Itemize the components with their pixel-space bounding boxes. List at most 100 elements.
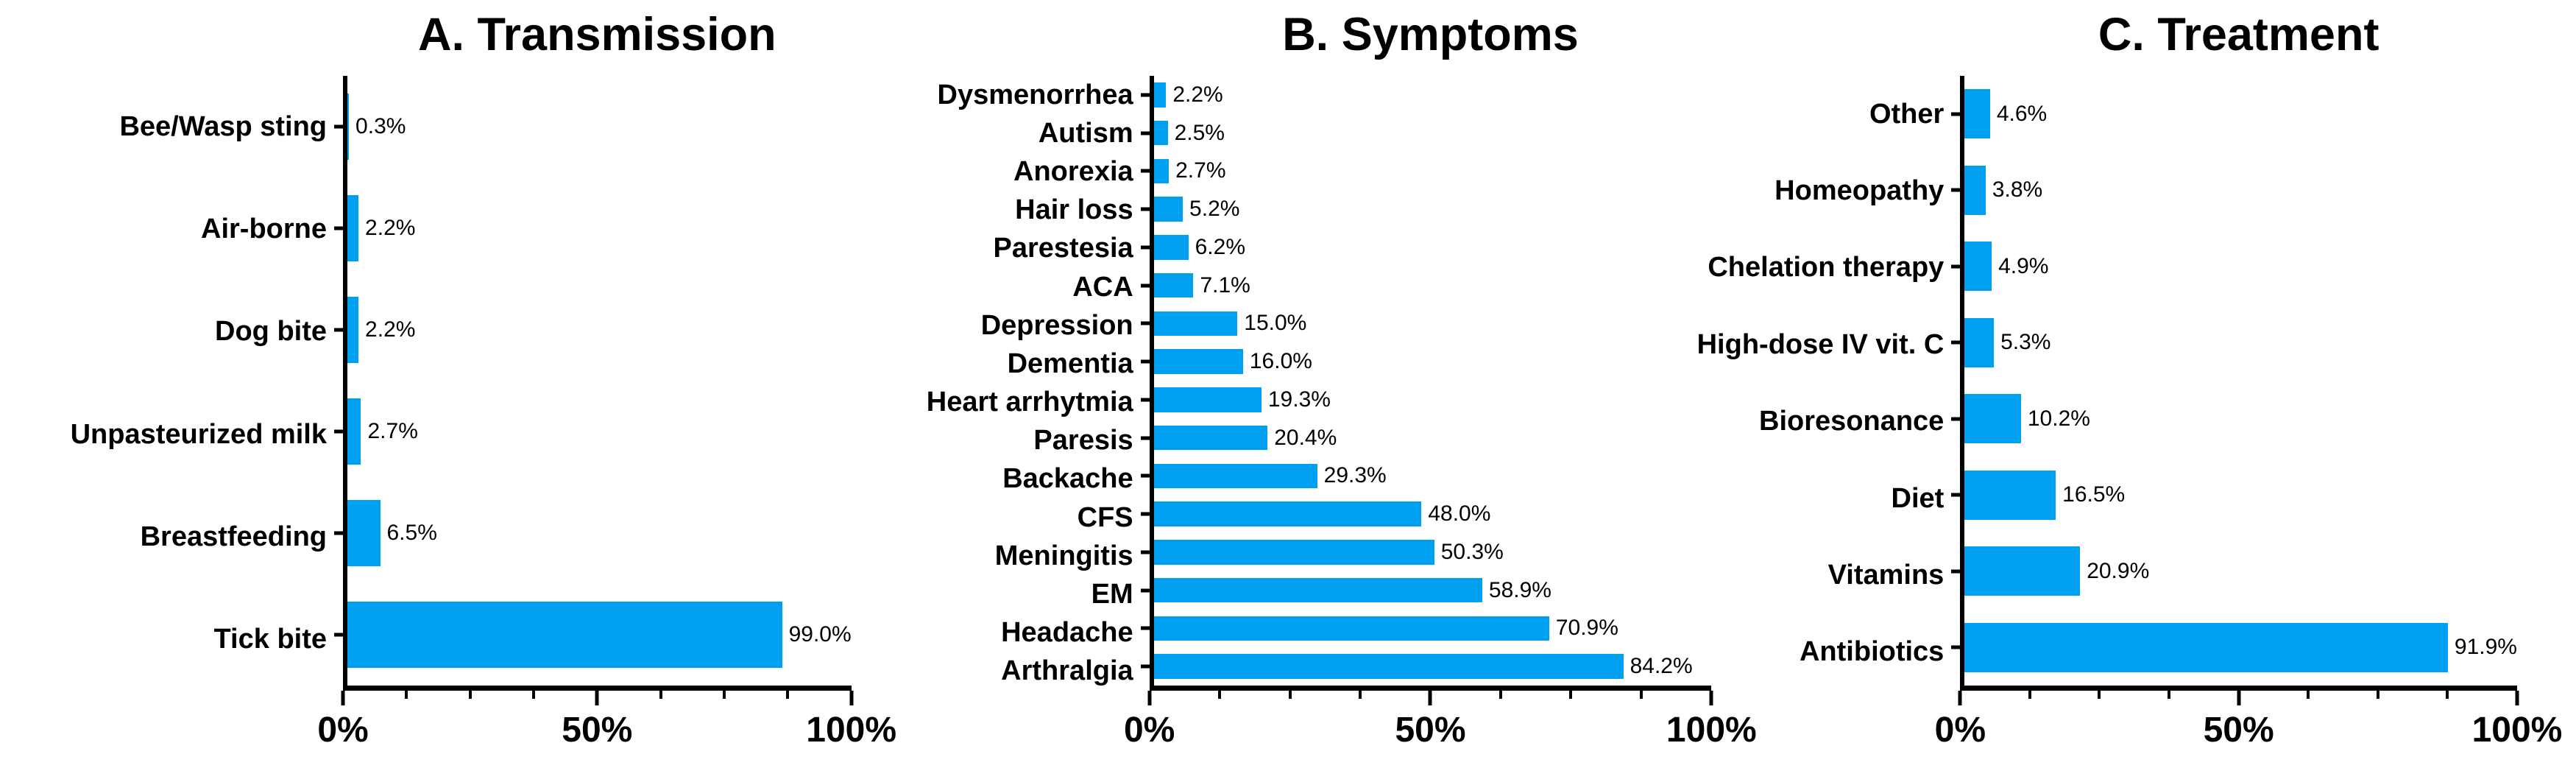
value-label: 4.6% <box>1996 101 2048 126</box>
category-tick <box>334 226 343 230</box>
x-major-tick <box>849 691 854 705</box>
bar <box>1153 501 1422 526</box>
x-tick-label: 100% <box>1666 711 1757 750</box>
value-label: 16.5% <box>2062 482 2126 507</box>
value-label: 50.3% <box>1440 539 1504 564</box>
bar-row: 50.3% <box>1140 533 1712 571</box>
bar <box>347 297 359 363</box>
x-tick-label: 50% <box>562 711 633 750</box>
category-tick <box>1140 207 1150 211</box>
bar-row: 70.9% <box>1140 610 1712 648</box>
category-label: Backache <box>1002 463 1133 495</box>
bar <box>347 398 361 465</box>
x-tick-label: 0% <box>317 711 369 750</box>
category-label: Vitamins <box>1827 559 1945 591</box>
bar <box>1153 616 1549 641</box>
bar <box>1153 82 1167 108</box>
x-minor-tick <box>2376 691 2379 699</box>
category-label: Arthralgia <box>1001 655 1133 687</box>
x-minor-tick <box>1498 691 1502 699</box>
bar-row: 48.0% <box>1140 495 1712 533</box>
bar-row: 2.2% <box>334 177 852 279</box>
bar <box>1964 242 1992 292</box>
value-label: 15.0% <box>1244 311 1307 336</box>
bar-row: 10.2% <box>1951 381 2517 457</box>
panel-title: B. Symptoms <box>1282 8 1579 60</box>
value-label: 5.2% <box>1189 197 1240 222</box>
bar-row: 3.8% <box>1951 152 2517 229</box>
bar <box>1153 425 1268 451</box>
category-tick <box>1951 645 1961 649</box>
bar-row: 2.2% <box>334 279 852 381</box>
bar-row: 84.2% <box>1140 647 1712 686</box>
x-major-tick <box>1428 691 1432 705</box>
category-tick <box>334 429 343 434</box>
bar-row: 6.2% <box>1140 228 1712 267</box>
x-minor-tick <box>468 691 472 699</box>
category-label: Dog bite <box>215 316 327 348</box>
value-label: 20.9% <box>2087 558 2150 583</box>
x-minor-tick <box>2098 691 2101 699</box>
category-labels: Other Homeopathy Chelation therapy High-dos… <box>1697 76 1960 691</box>
category-label: Meningitis <box>994 540 1133 571</box>
category-label: Dementia <box>1007 348 1133 379</box>
bar <box>1153 235 1189 260</box>
category-tick <box>1140 359 1150 364</box>
bar <box>1964 622 2448 672</box>
category-tick <box>1951 493 1961 497</box>
bar-row: 16.5% <box>1951 457 2517 534</box>
bar <box>1964 470 2056 520</box>
bar <box>1153 654 1624 679</box>
plot-area: 4.6% 3.8% 4.9% 5.3% 10.2% 16.5% 20.9% 91.9% <box>1951 76 2517 691</box>
bar-row: 4.6% <box>1951 76 2517 152</box>
category-label: Anorexia <box>1013 155 1133 187</box>
category-labels: Dysmenorrhea Autism Anorexia Hair loss Pares… <box>859 76 1150 691</box>
x-minor-tick <box>786 691 790 699</box>
bar <box>1153 120 1168 146</box>
category-tick <box>1140 398 1150 402</box>
bar-row: 5.2% <box>1140 190 1712 228</box>
bar-row: 99.0% <box>334 584 852 686</box>
x-minor-tick <box>722 691 726 699</box>
category-label: Antibiotics <box>1799 636 1945 668</box>
bar-row: 15.0% <box>1140 305 1712 343</box>
value-label: 16.0% <box>1249 349 1312 374</box>
x-minor-tick <box>1288 691 1292 699</box>
category-label: Breastfeeding <box>140 521 327 552</box>
bar <box>1964 546 2081 596</box>
bar-row: 0.3% <box>334 76 852 177</box>
value-label: 6.5% <box>386 521 437 545</box>
panel-symptoms: B. Symptoms Dysmenorrhea Autism Anorexia Ha… <box>859 0 1757 782</box>
category-tick <box>1140 473 1150 478</box>
bar-row: 20.9% <box>1951 533 2517 610</box>
bar-row: 2.7% <box>334 381 852 482</box>
bar <box>1153 349 1243 374</box>
category-tick <box>1140 131 1150 135</box>
value-label: 0.3% <box>355 114 406 138</box>
category-tick <box>1140 93 1150 97</box>
category-label: Autism <box>1038 117 1133 149</box>
category-tick <box>1140 664 1150 669</box>
category-tick <box>1951 417 1961 421</box>
bar <box>347 195 359 261</box>
value-label: 5.3% <box>2000 330 2051 355</box>
bar-row: 2.5% <box>1140 114 1712 152</box>
category-tick <box>1951 264 1961 269</box>
bar-row: 6.5% <box>334 482 852 584</box>
value-label: 10.2% <box>2027 406 2090 431</box>
plot-area: 0.3% 2.2% 2.2% 2.7% 6.5% 99.0% <box>334 76 852 691</box>
category-tick <box>334 633 343 637</box>
x-minor-tick <box>1569 691 1573 699</box>
category-label: Unpasteurized milk <box>70 418 327 450</box>
bar-row: 5.3% <box>1951 305 2517 381</box>
value-label: 99.0% <box>788 622 852 647</box>
category-label: Parestesia <box>993 233 1133 264</box>
bar <box>1153 463 1317 489</box>
x-major-tick <box>2237 691 2241 705</box>
x-tick-label: 0% <box>1934 711 1986 750</box>
panel-transmission: A. Transmission Bee/Wasp sting Air-borne D… <box>0 0 896 782</box>
panel-title: C. Treatment <box>2098 8 2379 60</box>
bar <box>347 602 782 668</box>
value-label: 2.7% <box>1175 158 1226 183</box>
